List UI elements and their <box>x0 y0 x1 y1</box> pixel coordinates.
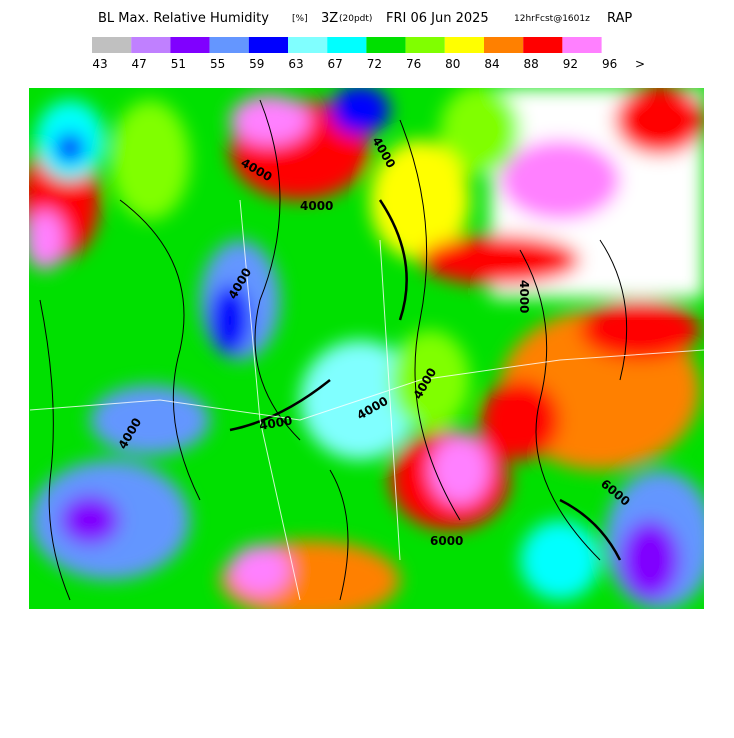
legend-label: 72 <box>367 57 382 71</box>
legend-swatch <box>562 37 602 53</box>
legend-label: 76 <box>406 57 421 71</box>
title: BL Max. Relative Humidity <box>98 11 269 26</box>
legend-label: 59 <box>249 57 264 71</box>
contour-label: 4000 <box>258 413 293 433</box>
legend-label: 92 <box>563 57 578 71</box>
legend-label: 96 <box>602 57 617 71</box>
legend-label: 84 <box>484 57 499 71</box>
legend-swatch <box>405 37 445 53</box>
model: RAP <box>607 11 632 26</box>
legend: 43 47 51 55 59 63 67 72 76 80 84 88 92 96 > <box>92 37 645 71</box>
forecast: 12hrFcst@1601z <box>514 14 590 24</box>
legend-swatch <box>366 37 406 53</box>
legend-swatch <box>327 37 367 53</box>
legend-swatch <box>131 37 171 53</box>
legend-swatch <box>484 37 524 53</box>
legend-swatch <box>170 37 210 53</box>
contour-label: 4000 <box>517 280 531 313</box>
legend-label: 80 <box>445 57 460 71</box>
valid-time: 3Z <box>321 11 338 26</box>
legend-swatch <box>248 37 288 53</box>
legend-label: 43 <box>92 57 107 71</box>
legend-label: 67 <box>328 57 343 71</box>
legend-swatch <box>92 37 132 53</box>
legend-label: 47 <box>132 57 147 71</box>
local-time: (20pdt) <box>339 14 372 24</box>
legend-label: 63 <box>288 57 303 71</box>
units: [%] <box>292 14 308 24</box>
legend-swatch <box>444 37 484 53</box>
legend-swatch <box>288 37 328 53</box>
legend-more: > <box>635 57 645 71</box>
legend-label: 88 <box>524 57 539 71</box>
contour-label: 6000 <box>430 534 463 548</box>
legend-label: 55 <box>210 57 225 71</box>
legend-swatch <box>523 37 563 53</box>
date: FRI 06 Jun 2025 <box>386 11 489 26</box>
legend-swatch <box>209 37 249 53</box>
contour-label: 4000 <box>300 199 333 213</box>
legend-label: 51 <box>171 57 186 71</box>
